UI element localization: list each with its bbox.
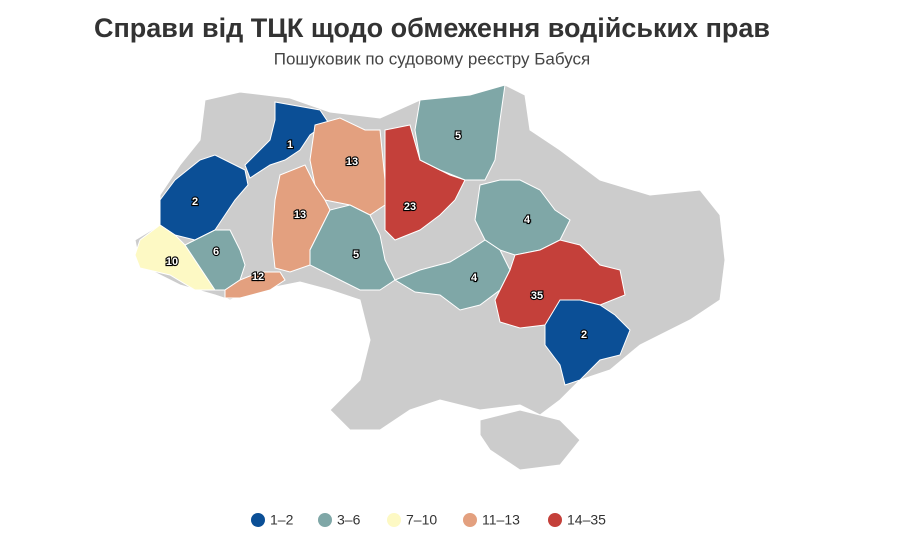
legend-swatch (387, 513, 401, 527)
region-value-label: 2 (192, 196, 198, 208)
legend-label: 1–2 (270, 512, 294, 528)
legend-label: 7–10 (406, 512, 437, 528)
region-value-label: 1 (287, 139, 293, 151)
legend-swatch (548, 513, 562, 527)
region-value-label: 2 (581, 329, 587, 341)
region-value-label: 4 (524, 214, 531, 226)
region-value-label: 23 (404, 201, 416, 213)
legend-swatch (318, 513, 332, 527)
region (224, 271, 286, 299)
region (184, 229, 246, 291)
region (414, 84, 506, 181)
region-value-label: 13 (294, 209, 306, 221)
legend-label: 3–6 (337, 512, 361, 528)
subtitle: Пошуковик по судовому реєстру Бабуся (274, 49, 591, 68)
region-value-label: 13 (346, 156, 358, 168)
region-value-label: 35 (531, 290, 543, 302)
region-value-label: 10 (166, 256, 178, 268)
region-value-label: 5 (455, 130, 461, 142)
region (544, 299, 631, 386)
region-value-label: 6 (213, 246, 219, 258)
region-value-label: 12 (252, 271, 264, 283)
legend-swatch (251, 513, 265, 527)
legend-swatch (463, 513, 477, 527)
region-value-label: 5 (353, 249, 359, 261)
title: Справи від ТЦК щодо обмеження водійських… (94, 13, 770, 43)
legend-label: 14–35 (567, 512, 606, 528)
region-value-label: 4 (471, 272, 478, 284)
legend-label: 11–13 (482, 512, 520, 528)
no-data-area (479, 409, 581, 471)
region (309, 117, 386, 216)
legend: 1–2 3–6 7–10 11–13 14–35 (251, 512, 606, 528)
